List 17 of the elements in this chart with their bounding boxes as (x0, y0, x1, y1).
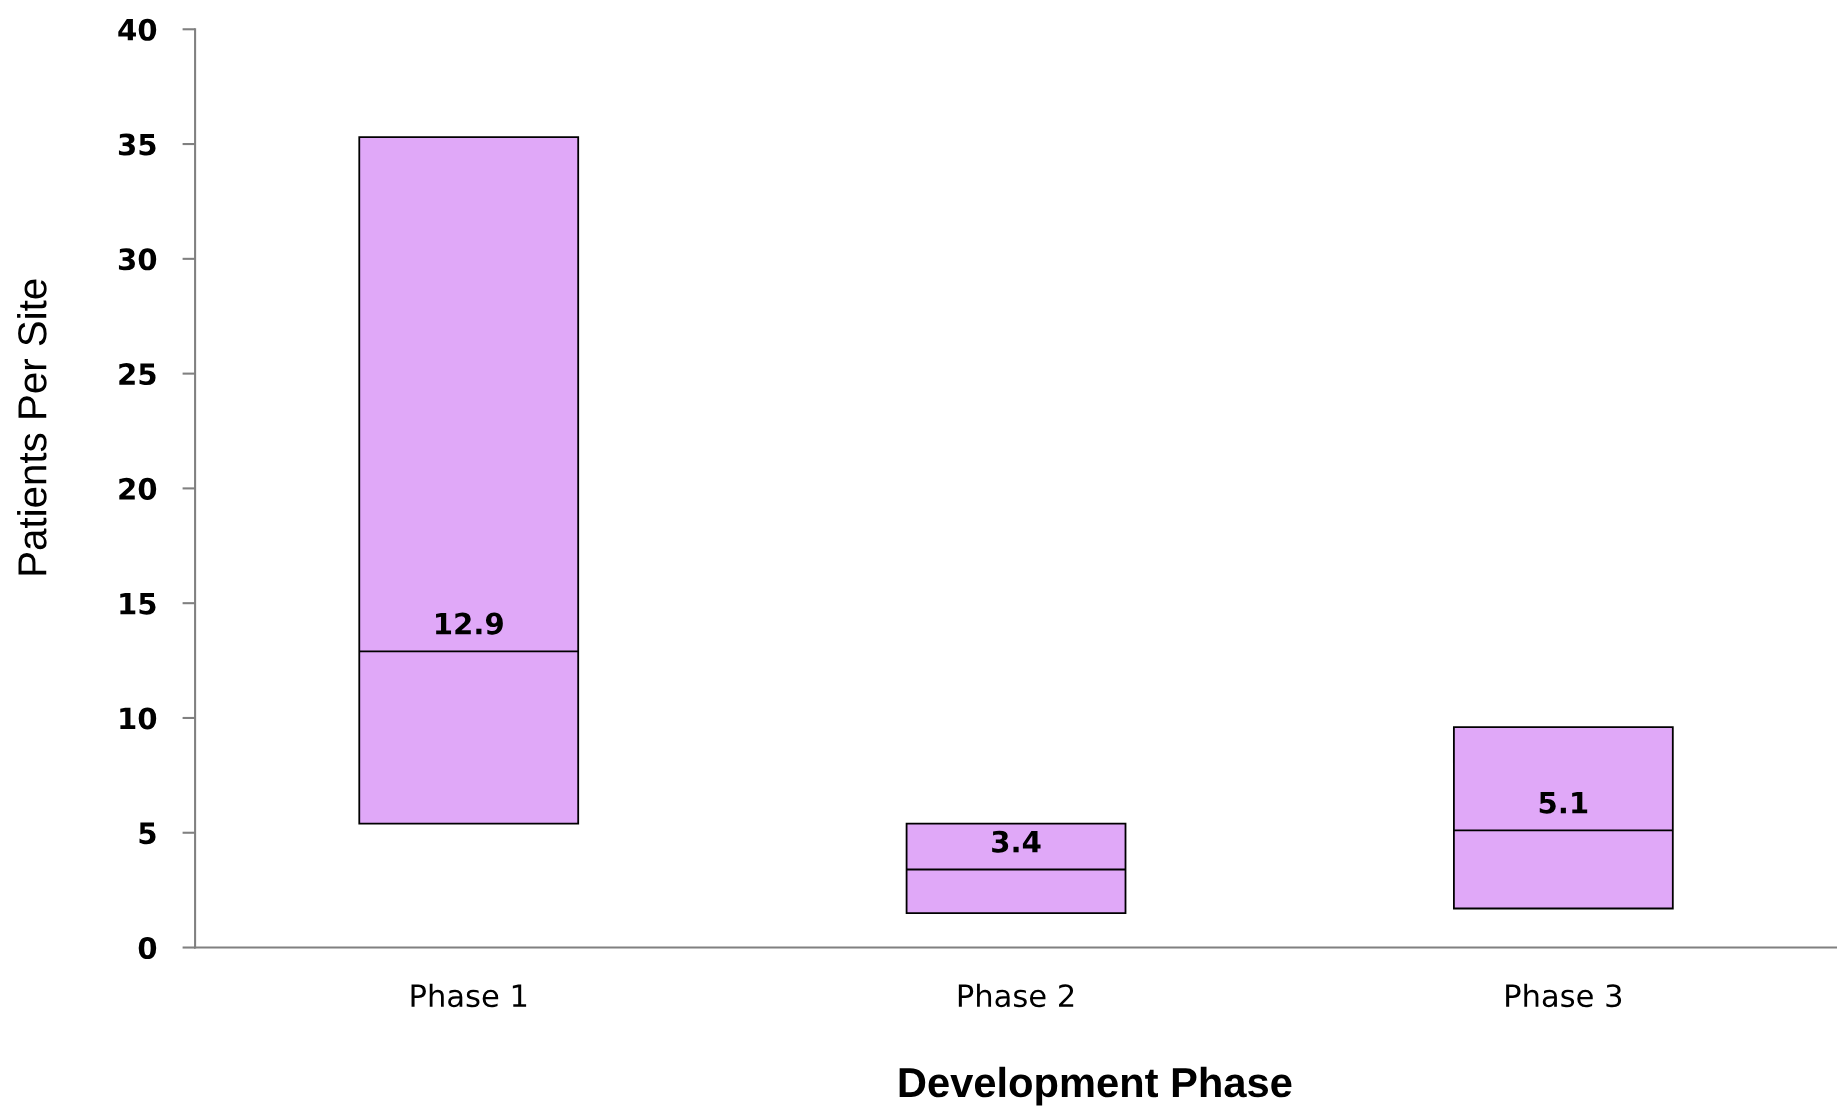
y-axis-title: Patients Per Site (17, 279, 47, 575)
x-axis-title: Development Phase (899, 1066, 1292, 1106)
x-tick-label: Phase 2 (958, 983, 1074, 1008)
y-tick-label: 0 (138, 936, 157, 960)
y-tick-label: 5 (139, 822, 156, 845)
y-tick-label: 40 (118, 18, 157, 41)
text: 12.9 (436, 612, 503, 635)
y-tick-label: 30 (118, 248, 157, 271)
y-tick-label: 35 (118, 133, 156, 156)
x-tick-label: Phase 3 (1506, 983, 1622, 1008)
y-tick-label: 10 (120, 707, 157, 730)
y-tick-label: 20 (119, 477, 157, 500)
text: 3.4 (992, 830, 1041, 853)
x-tick-label: Phase 1 (411, 983, 527, 1008)
text: 5.1 (1539, 792, 1588, 814)
y-tick-label: 15 (120, 593, 156, 615)
y-tick-label: 25 (119, 363, 156, 386)
